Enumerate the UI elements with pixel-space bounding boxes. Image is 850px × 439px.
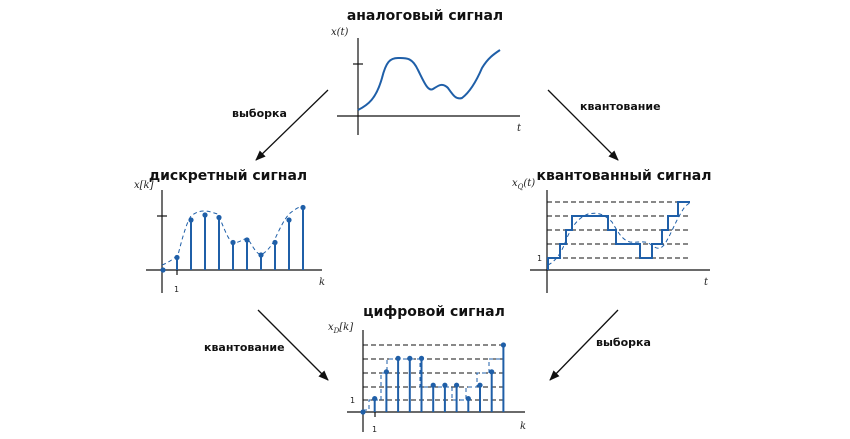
digital-sample-point-11 bbox=[489, 369, 495, 375]
arrow-label-sampling-left: выборка bbox=[232, 107, 287, 120]
digital-y-label: xD[k] bbox=[328, 322, 353, 335]
discrete-plot: x[k] k 1 bbox=[134, 180, 325, 294]
discrete-y-label: x[k] bbox=[134, 180, 154, 191]
digital-sample-point-9 bbox=[465, 396, 471, 402]
analog-signal-curve bbox=[357, 49, 501, 111]
quantized-staircase bbox=[547, 201, 690, 270]
digital-sample-point-3 bbox=[395, 355, 401, 361]
digital-sample-point-12 bbox=[500, 342, 506, 348]
digital-plot: xD[k] k 1 1 bbox=[328, 322, 526, 434]
discrete-x-label: k bbox=[319, 277, 325, 288]
digital-sample-point-0 bbox=[360, 409, 366, 415]
discrete-title: дискретный сигнал bbox=[149, 168, 307, 184]
digital-x-label: k bbox=[520, 421, 526, 432]
arrow-analog-to-discrete bbox=[255, 89, 329, 161]
discrete-sample-point-3 bbox=[202, 212, 208, 218]
digital-sample-point-8 bbox=[454, 382, 460, 388]
arrow-label-quantizing-right: квантование bbox=[580, 100, 661, 113]
arrow-quantized-to-digital bbox=[549, 309, 619, 381]
arrow-label-sampling-right: выборка bbox=[596, 336, 651, 349]
quantized-x-label: t bbox=[704, 277, 709, 288]
digital-sample-point-7 bbox=[442, 382, 448, 388]
analog-title: аналоговый сигнал bbox=[347, 8, 503, 24]
discrete-sample-point-2 bbox=[188, 217, 194, 223]
arrow-discrete-to-digital bbox=[257, 309, 329, 381]
discrete-sample-point-10 bbox=[300, 204, 306, 211]
quantized-title: квантованный сигнал bbox=[536, 168, 711, 184]
digital-title: цифровой сигнал bbox=[363, 304, 505, 320]
digital-sample-point-5 bbox=[418, 355, 425, 361]
discrete-sample-point-8 bbox=[272, 239, 278, 246]
digital-tick-y-label: 1 bbox=[350, 396, 355, 405]
digital-sample-point-4 bbox=[407, 355, 413, 361]
digital-sample-point-1 bbox=[372, 396, 378, 402]
discrete-sample-point-5 bbox=[230, 239, 236, 246]
digital-sample-point-2 bbox=[383, 369, 389, 375]
quantized-analog-reference bbox=[547, 201, 691, 266]
digital-sample-point-6 bbox=[430, 382, 436, 388]
discrete-sample-point-1 bbox=[174, 254, 180, 261]
analog-x-label: t bbox=[517, 123, 522, 134]
quantized-tick-label: 1 bbox=[537, 254, 542, 263]
discrete-sample-point-4 bbox=[216, 214, 222, 221]
analog-plot: x(t) t bbox=[331, 27, 522, 135]
analog-y-label: x(t) bbox=[331, 27, 349, 38]
digital-quantized-reference bbox=[363, 358, 503, 411]
quantized-plot: xQ(t) t 1 bbox=[512, 178, 710, 293]
discrete-sample-point-9 bbox=[286, 217, 292, 223]
quantized-y-label: xQ(t) bbox=[512, 178, 535, 191]
arrow-label-quantizing-left: квантование bbox=[204, 341, 285, 354]
discrete-sample-point-6 bbox=[244, 237, 250, 243]
discrete-sample-point-7 bbox=[258, 252, 264, 258]
digital-sample-point-10 bbox=[477, 382, 483, 388]
discrete-tick-label: 1 bbox=[174, 285, 179, 294]
arrow-analog-to-quantized bbox=[547, 89, 619, 161]
discrete-sample-point-0 bbox=[160, 267, 166, 273]
digital-tick-x-label: 1 bbox=[372, 425, 377, 434]
